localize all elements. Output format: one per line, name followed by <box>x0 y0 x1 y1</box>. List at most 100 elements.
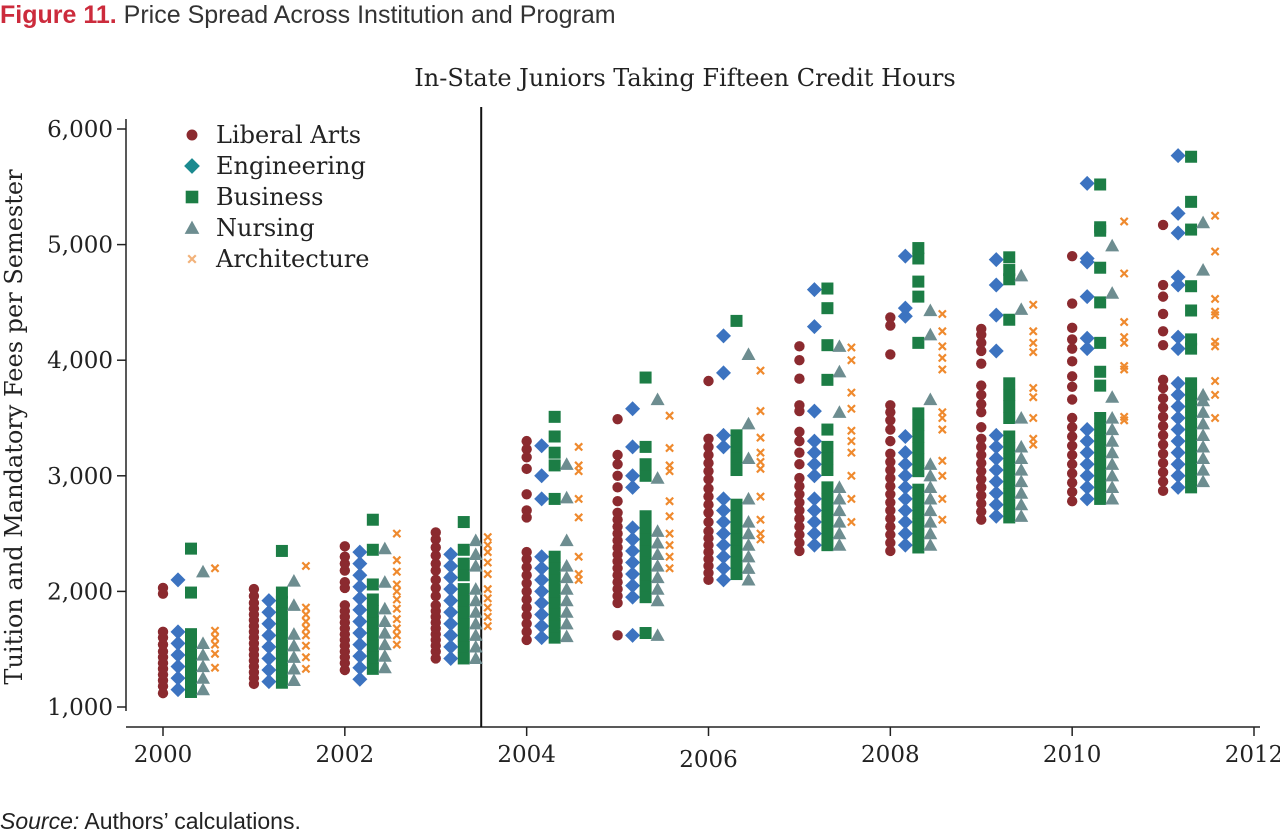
data-point <box>794 505 805 516</box>
data-point <box>548 596 561 609</box>
data-point <box>468 605 483 618</box>
data-point <box>1094 481 1107 494</box>
data-point <box>847 355 856 365</box>
data-point <box>1170 468 1186 484</box>
data-point <box>1066 381 1078 392</box>
data-point <box>1094 261 1107 274</box>
data-point <box>574 552 584 562</box>
data-point <box>1105 480 1120 493</box>
data-point <box>1003 273 1016 286</box>
data-point <box>468 616 483 630</box>
data-point <box>1066 298 1078 309</box>
data-point <box>832 339 847 352</box>
data-point <box>301 641 311 651</box>
data-point <box>483 603 493 612</box>
data-point <box>976 358 987 369</box>
data-point <box>1066 343 1078 354</box>
data-point <box>847 404 856 414</box>
data-point <box>1066 394 1078 405</box>
data-point <box>1185 333 1198 346</box>
data-point <box>912 407 925 420</box>
data-point <box>1094 178 1107 191</box>
data-point <box>392 614 402 624</box>
data-point <box>1185 388 1198 401</box>
data-point <box>170 635 186 651</box>
data-point <box>612 630 623 641</box>
data-point <box>1028 300 1038 310</box>
data-point <box>639 458 652 471</box>
data-point <box>1003 442 1016 455</box>
data-point <box>703 483 714 494</box>
data-point <box>639 533 652 546</box>
data-point <box>1185 304 1198 317</box>
data-point <box>1014 497 1029 511</box>
data-point <box>794 400 805 411</box>
data-point <box>730 498 743 511</box>
data-point <box>548 562 561 575</box>
data-point <box>352 567 368 583</box>
data-point <box>741 416 756 430</box>
data-point <box>339 600 351 611</box>
data-point <box>521 578 532 589</box>
data-point <box>392 595 402 604</box>
data-point <box>352 544 368 560</box>
data-point <box>912 442 925 455</box>
data-point <box>912 541 925 554</box>
data-point <box>976 449 987 461</box>
data-point <box>352 602 368 618</box>
data-point <box>703 507 714 518</box>
data-point <box>897 526 913 542</box>
data-point <box>703 375 714 387</box>
data-point <box>275 665 288 678</box>
data-point <box>548 459 561 472</box>
data-point <box>1210 337 1220 347</box>
data-point <box>988 485 1004 501</box>
data-point <box>988 450 1004 466</box>
data-point <box>1066 486 1078 498</box>
data-point <box>625 589 641 605</box>
data-point <box>912 242 925 255</box>
legend-label: Liberal Arts <box>216 121 361 149</box>
data-point <box>832 405 847 418</box>
data-point <box>976 337 987 349</box>
legend-marker <box>184 158 200 174</box>
data-point <box>1079 175 1095 191</box>
data-point <box>756 529 765 538</box>
data-point <box>1196 263 1211 276</box>
data-point <box>756 515 765 525</box>
data-point <box>897 479 913 495</box>
data-point <box>559 629 574 643</box>
data-point <box>756 492 765 501</box>
data-point <box>716 549 731 565</box>
data-point <box>730 568 743 581</box>
data-point <box>741 561 756 574</box>
data-point <box>885 529 896 540</box>
data-point <box>366 578 379 591</box>
data-point <box>521 546 532 558</box>
data-point <box>650 582 665 595</box>
data-point <box>1066 449 1078 461</box>
data-point <box>716 365 731 381</box>
data-point <box>1079 456 1095 472</box>
data-point <box>650 392 665 406</box>
data-point <box>885 472 896 484</box>
data-point <box>923 480 938 493</box>
data-point <box>392 555 402 565</box>
data-point <box>897 428 913 444</box>
data-point <box>912 453 925 466</box>
data-point <box>625 531 641 547</box>
data-point <box>301 630 311 640</box>
data-point <box>196 671 210 684</box>
data-point <box>1105 457 1120 470</box>
data-point <box>885 448 896 460</box>
data-point <box>574 494 584 504</box>
data-point <box>1185 481 1198 494</box>
data-point <box>976 498 987 509</box>
data-point <box>301 561 311 571</box>
data-point <box>377 637 392 651</box>
data-point <box>794 341 805 352</box>
data-point <box>847 448 856 458</box>
data-point <box>185 674 197 687</box>
data-point <box>366 543 379 556</box>
data-point <box>1014 474 1029 488</box>
